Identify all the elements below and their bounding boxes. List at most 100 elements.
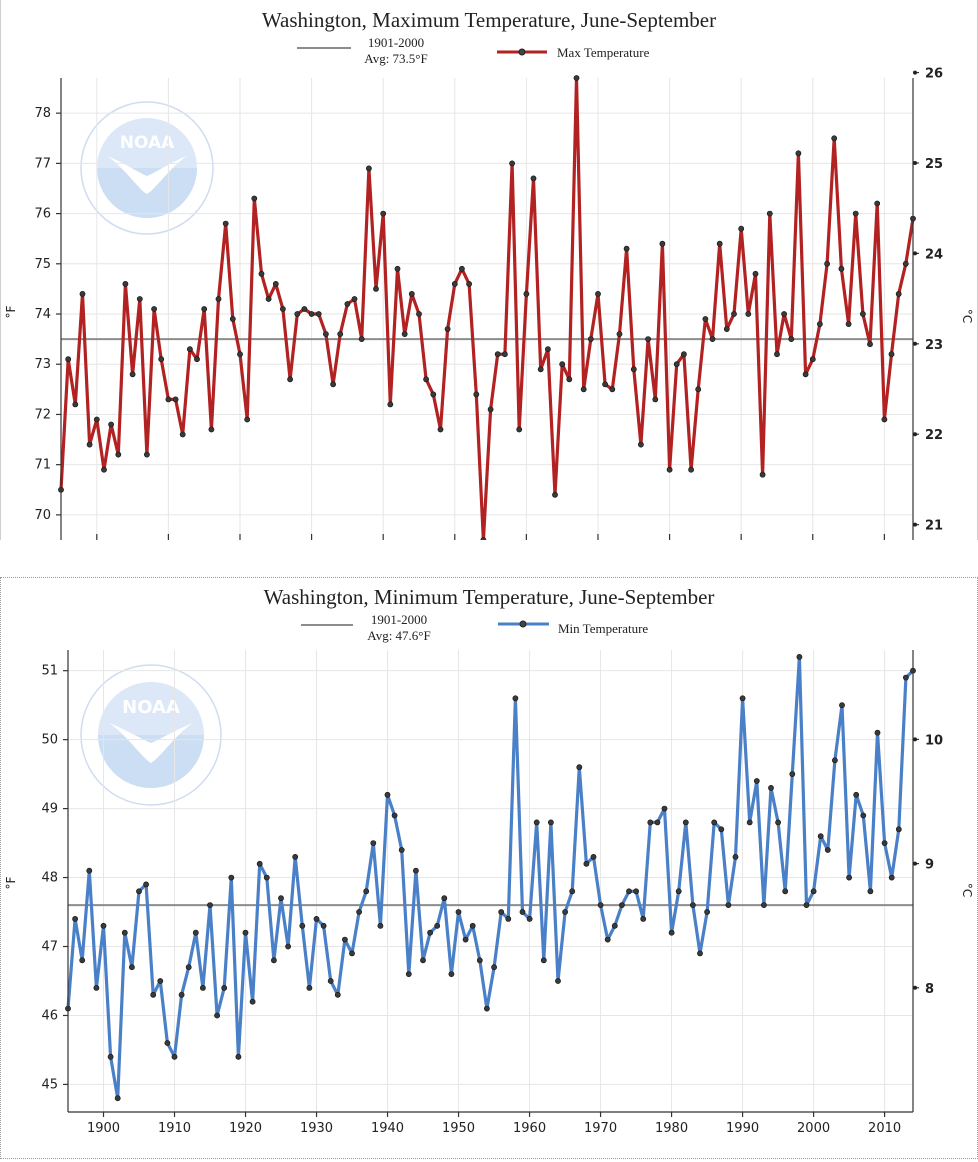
data-point xyxy=(716,240,723,247)
data-point xyxy=(394,265,401,272)
data-point xyxy=(817,833,824,840)
y-tick-label: 76 xyxy=(34,207,51,222)
data-point xyxy=(845,321,852,327)
data-point xyxy=(423,376,429,383)
data-point xyxy=(580,386,587,393)
x-tick-label: 1930 xyxy=(300,1121,333,1136)
data-point xyxy=(860,311,866,317)
data-point xyxy=(839,702,845,709)
x-tick-label: 1920 xyxy=(229,1121,262,1136)
data-point xyxy=(192,929,199,936)
data-point xyxy=(867,888,874,895)
data-point xyxy=(384,791,391,798)
legend-reference-average: Avg: 47.6°F xyxy=(367,628,430,643)
data-point xyxy=(214,1012,220,1019)
data-point xyxy=(215,296,222,302)
data-point xyxy=(633,888,639,895)
data-point xyxy=(72,401,79,408)
data-point xyxy=(483,1005,490,1012)
data-point xyxy=(583,860,590,867)
data-point xyxy=(782,888,789,895)
data-point xyxy=(802,371,809,378)
data-point xyxy=(427,929,433,936)
data-point xyxy=(548,819,554,826)
data-point xyxy=(315,311,322,317)
y2-tick-dot xyxy=(913,341,917,346)
data-point xyxy=(165,396,172,403)
data-point xyxy=(265,296,272,302)
data-point xyxy=(398,847,405,853)
y2-tick-dot xyxy=(913,432,917,437)
data-point xyxy=(623,245,630,252)
data-point xyxy=(491,964,497,971)
data-point xyxy=(430,391,437,398)
data-point xyxy=(258,270,265,277)
data-point xyxy=(143,881,149,888)
data-point xyxy=(469,922,476,929)
y2-tick-dot xyxy=(913,985,917,990)
data-point xyxy=(121,929,128,936)
data-point xyxy=(380,210,387,217)
data-point xyxy=(337,331,344,337)
data-point xyxy=(611,922,618,929)
data-point xyxy=(753,778,760,784)
noaa-logo-watermark: NOAA xyxy=(80,664,222,806)
data-point xyxy=(512,695,519,702)
data-point xyxy=(270,957,277,964)
data-point xyxy=(278,895,284,902)
data-point xyxy=(501,351,508,358)
chart-title: Washington, Minimum Temperature, June-Se… xyxy=(264,585,715,609)
y2-tick-label: 22 xyxy=(925,428,943,443)
data-point xyxy=(530,175,537,182)
data-point xyxy=(466,280,472,287)
data-point xyxy=(416,311,422,317)
data-point xyxy=(752,270,759,277)
data-point xyxy=(476,957,483,964)
data-point xyxy=(344,301,351,307)
data-point xyxy=(320,922,327,929)
data-point xyxy=(659,240,666,247)
y-tick-label: 50 xyxy=(41,733,58,748)
data-point xyxy=(562,909,568,915)
data-point xyxy=(766,210,773,217)
data-point xyxy=(235,1053,242,1060)
data-point xyxy=(151,306,157,312)
data-point xyxy=(881,416,888,423)
noaa-logo-watermark: NOAA xyxy=(80,101,214,235)
data-point xyxy=(93,416,100,423)
data-point xyxy=(86,867,93,874)
data-point xyxy=(65,356,72,363)
data-point xyxy=(108,421,114,428)
data-point xyxy=(341,936,348,943)
data-point xyxy=(100,922,107,929)
data-point xyxy=(774,351,780,358)
data-point xyxy=(723,326,730,332)
y2-tick-label: 23 xyxy=(925,338,943,353)
data-point xyxy=(545,346,551,353)
data-point xyxy=(178,991,185,998)
data-point xyxy=(313,915,320,922)
y-tick-label: 75 xyxy=(34,257,51,272)
data-point xyxy=(244,416,251,423)
data-point xyxy=(287,376,293,383)
series-line xyxy=(66,655,915,1100)
min-temperature-chart: Washington, Minimum Temperature, June-Se… xyxy=(0,577,978,1159)
y-tick-label: 71 xyxy=(34,458,51,473)
data-point xyxy=(251,195,258,202)
data-point xyxy=(370,840,377,846)
data-point xyxy=(171,1053,178,1060)
data-point xyxy=(408,290,415,297)
data-point xyxy=(824,847,831,853)
data-point xyxy=(852,210,859,217)
data-point xyxy=(505,915,512,922)
y-tick-label: 77 xyxy=(34,156,51,171)
data-point xyxy=(647,819,654,826)
data-point xyxy=(739,695,746,702)
y-tick-label: 72 xyxy=(34,407,51,422)
data-point xyxy=(661,805,668,812)
x-tick-label: 1990 xyxy=(726,1121,759,1136)
data-point xyxy=(164,1040,171,1046)
data-point xyxy=(114,1095,121,1102)
data-point xyxy=(888,874,895,881)
data-point xyxy=(157,978,164,984)
